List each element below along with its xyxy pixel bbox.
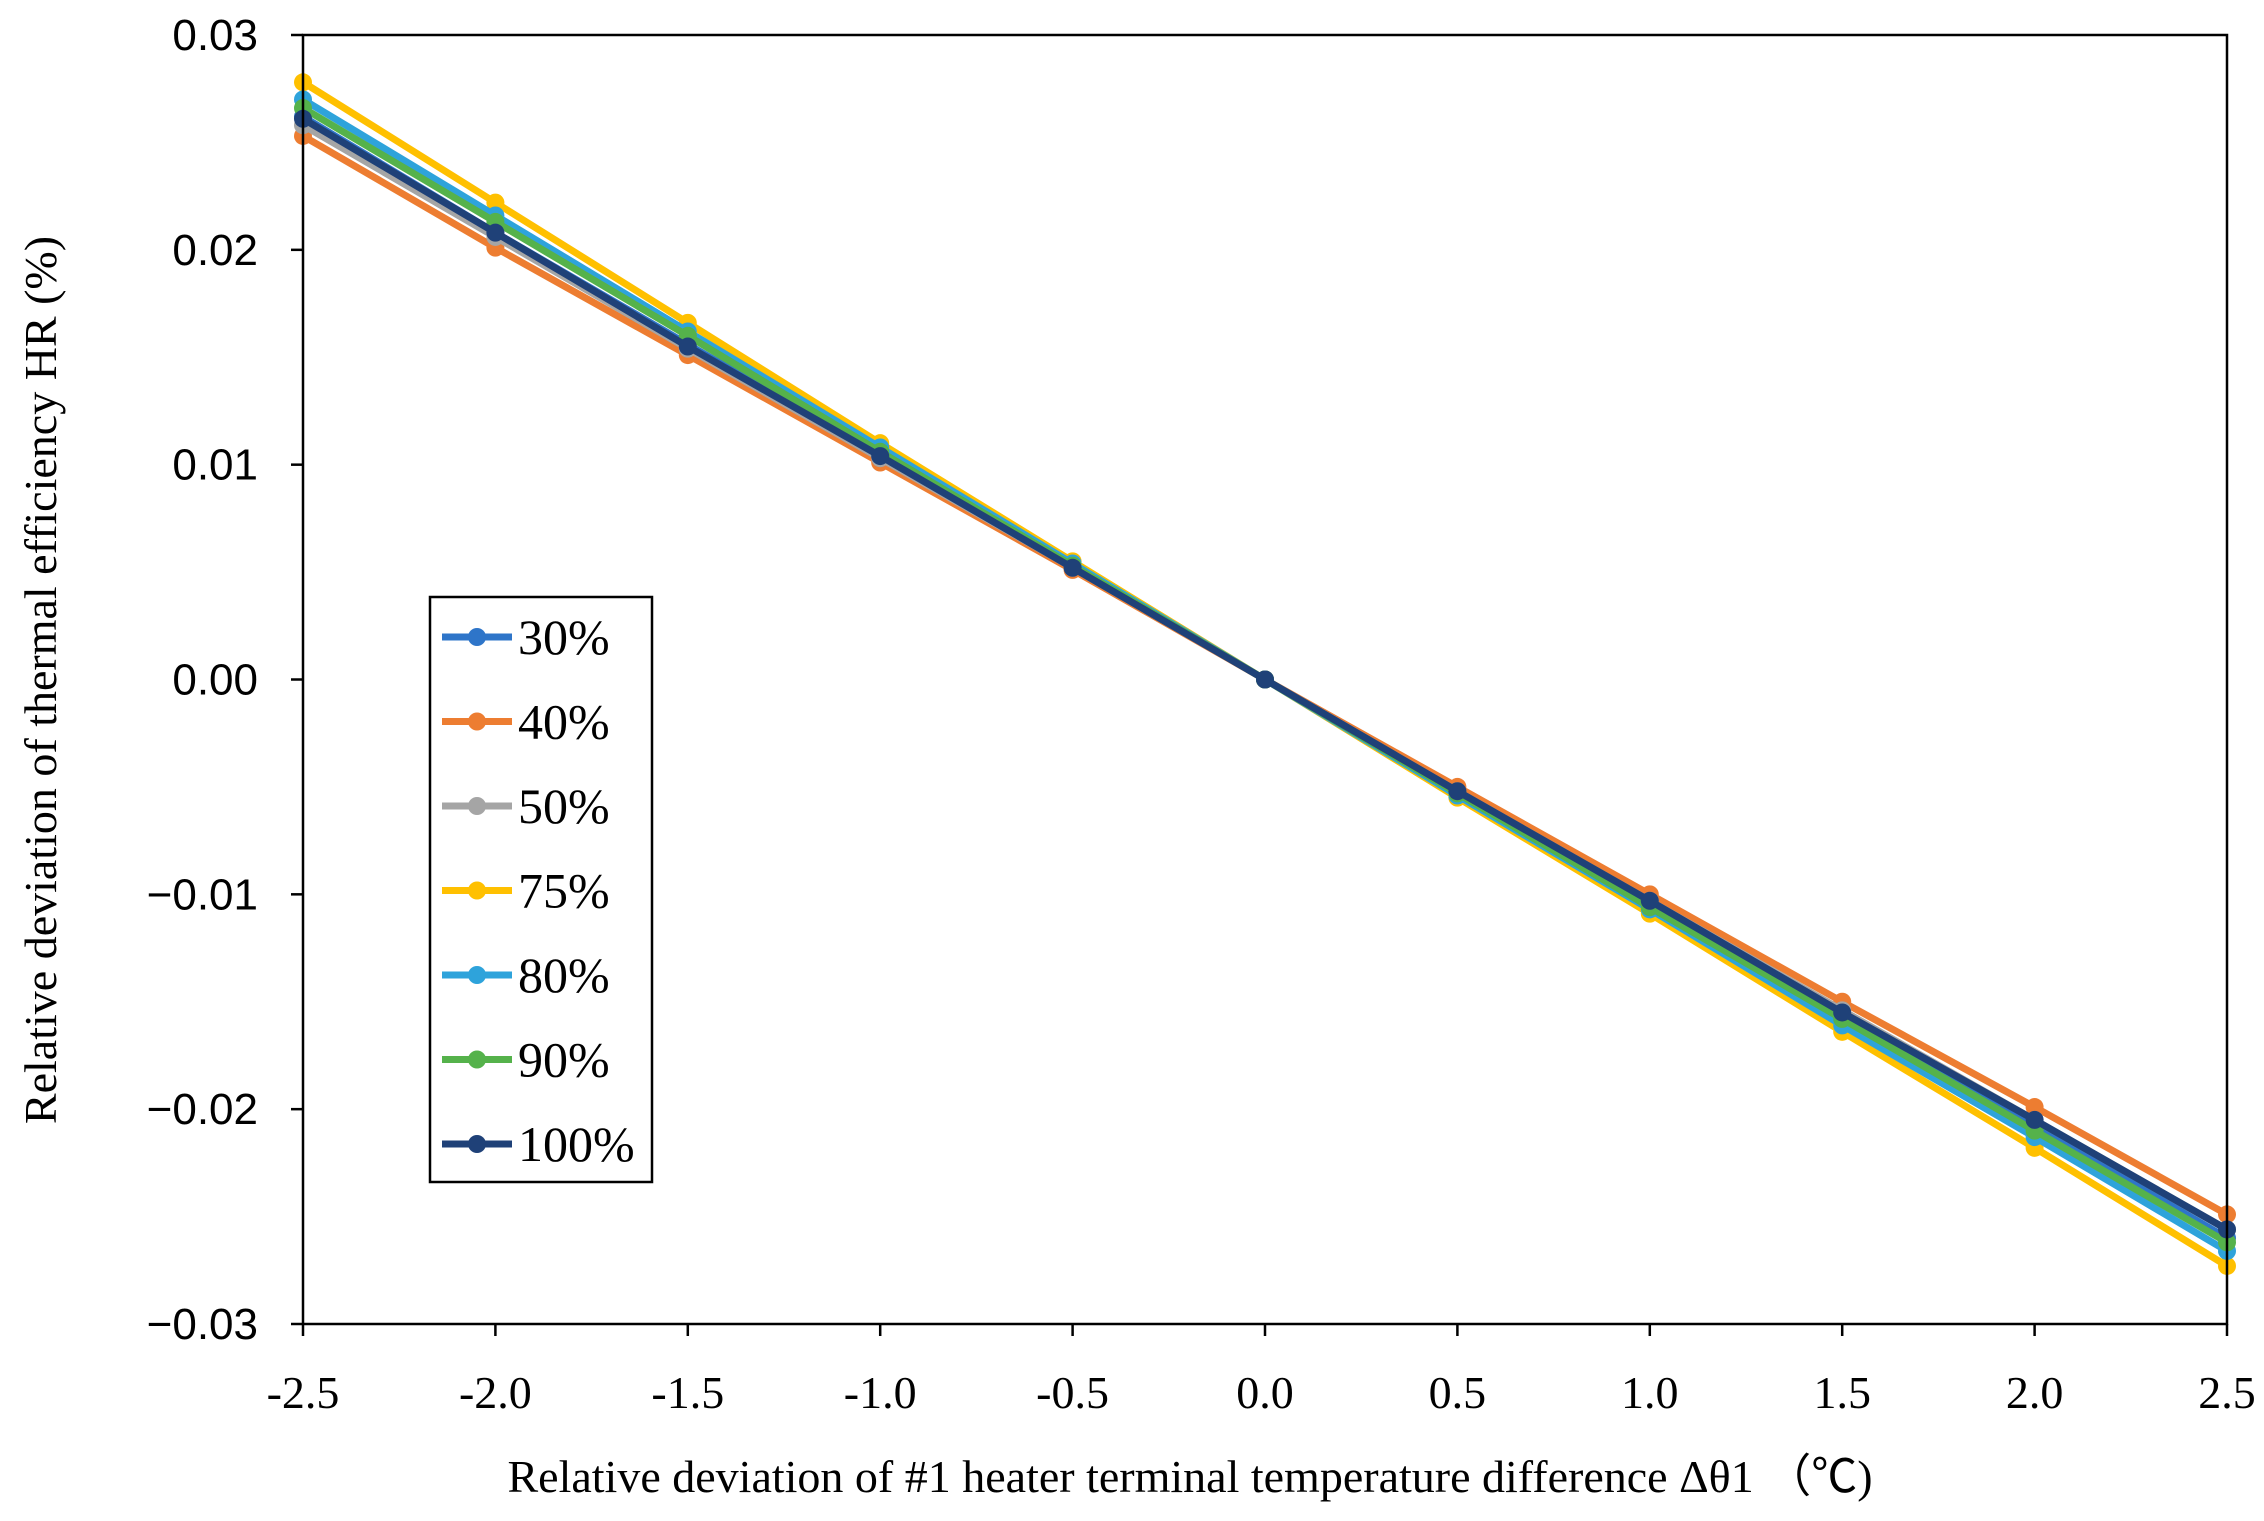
data-point (486, 193, 505, 212)
legend-item: 90% (442, 1032, 610, 1088)
legend-item: 50% (442, 778, 610, 834)
x-tick-label: 1.5 (1813, 1367, 1871, 1418)
y-tick-label: 0.00 (172, 656, 258, 705)
legend-item: 40% (442, 694, 610, 750)
y-axis-title: Relative deviation of thermal efficiency… (15, 236, 66, 1124)
x-tick-label: 2.0 (2006, 1367, 2064, 1418)
x-axis-title: Relative deviation of #1 heater terminal… (507, 1451, 1872, 1502)
legend-label: 30% (518, 609, 610, 665)
y-tick-label: −0.02 (147, 1085, 258, 1134)
data-point (1063, 558, 1082, 577)
x-tick-label: -2.0 (459, 1367, 532, 1418)
legend-swatch-marker (468, 1135, 486, 1153)
legend-swatch-marker (468, 797, 486, 815)
y-tick-label: 0.01 (172, 441, 258, 490)
y-tick-label: 0.02 (172, 226, 258, 275)
data-point (486, 223, 505, 242)
x-tick-label: 1.0 (1621, 1367, 1679, 1418)
legend-item: 100% (442, 1116, 635, 1172)
x-tick-label: 0.0 (1236, 1367, 1294, 1418)
x-tick-label: 0.5 (1429, 1367, 1487, 1418)
legend-label: 100% (518, 1116, 635, 1172)
legend-item: 80% (442, 947, 610, 1003)
x-tick-label: -1.0 (844, 1367, 917, 1418)
legend-item: 75% (442, 863, 610, 919)
y-tick-label: 0.03 (172, 11, 258, 60)
data-point (1448, 782, 1467, 801)
data-point (2025, 1110, 2044, 1129)
y-axis-ticks: 0.03 0.02 0.01 0.00 −0.01 −0.02 −0.03 (147, 11, 303, 1349)
series-100pct (294, 109, 2236, 1239)
x-tick-label: -1.5 (651, 1367, 724, 1418)
legend-label: 80% (518, 947, 610, 1003)
x-tick-label: -2.5 (267, 1367, 340, 1418)
data-point (1640, 891, 1659, 910)
y-tick-label: −0.01 (147, 870, 258, 919)
data-point (1833, 1003, 1852, 1022)
legend-swatch-marker (468, 881, 486, 900)
data-point (678, 337, 697, 356)
legend-swatch-marker (468, 712, 486, 731)
legend-item: 30% (442, 609, 610, 665)
legend-swatch-marker (468, 1050, 486, 1069)
legend: 30% 40% 50% 75% 80% 90% 100% (428, 595, 654, 1184)
y-tick-label: −0.03 (147, 1300, 258, 1349)
legend-label: 90% (518, 1032, 610, 1088)
plot-area-frame (301, 33, 2229, 1326)
x-tick-label: 2.5 (2198, 1367, 2256, 1418)
legend-label: 50% (518, 778, 610, 834)
data-point (1256, 670, 1274, 689)
legend-label: 75% (518, 863, 610, 919)
data-point (871, 447, 890, 466)
legend-label: 40% (518, 694, 610, 750)
x-axis-ticks: -2.5 -2.0 -1.5 -1.0 -0.5 0.0 0.5 1.0 1.5 2.0 2.5 (267, 1324, 2256, 1418)
x-tick-label: -0.5 (1036, 1367, 1109, 1418)
legend-swatch-marker (468, 966, 486, 984)
legend-swatch-marker (468, 628, 486, 646)
series-layer (294, 73, 2236, 1275)
data-point (2025, 1098, 2044, 1117)
